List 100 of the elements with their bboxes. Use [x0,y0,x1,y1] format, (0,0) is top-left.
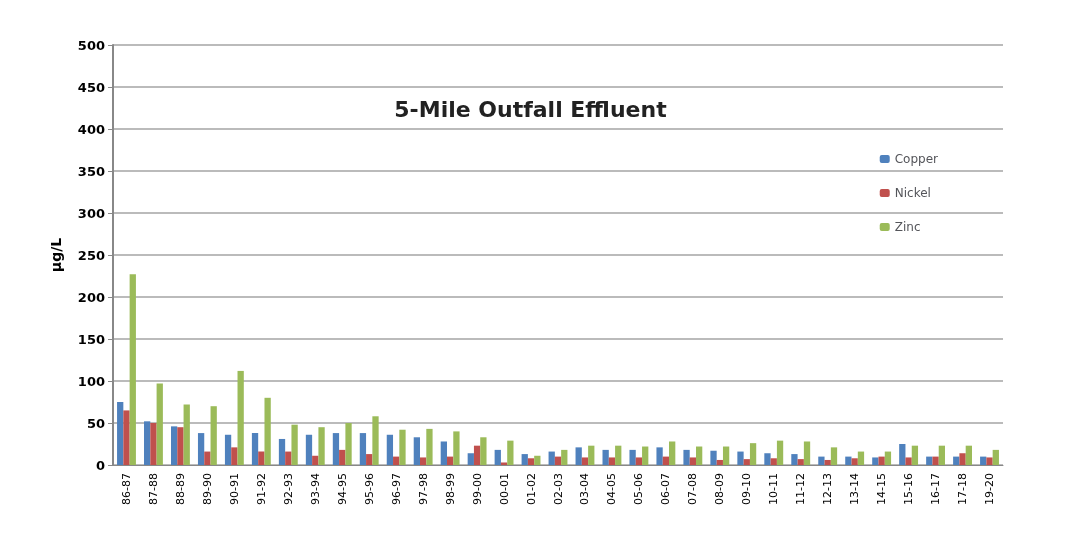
bar [413,437,421,465]
bar [278,438,286,465]
bar [851,458,858,465]
bar [764,453,771,465]
legend-label: Nickel [894,186,931,200]
bar [872,457,879,465]
bar [123,410,130,465]
bar [251,433,259,465]
bar [980,456,987,465]
bar [905,457,912,465]
x-tick-label: 90-91 [227,473,241,505]
bar [237,370,244,465]
bar [258,451,265,465]
bar [635,457,643,465]
y-tick-label: 200 [77,289,105,305]
bar [959,453,966,465]
x-tick-label: 02-03 [551,473,565,505]
bar [722,446,730,465]
bar [366,454,373,465]
x-tick-label: 03-04 [578,473,592,505]
bar [803,441,811,465]
bar [332,433,340,465]
bar [473,445,481,465]
x-tick-label: 87-88 [146,473,160,505]
bar [521,454,528,465]
x-tick-label: 88-89 [173,473,187,505]
bar [689,457,696,465]
y-tick-label: 450 [77,79,105,95]
bar [312,455,319,465]
x-tick-label: 96-97 [389,473,403,505]
bar [818,456,825,465]
bar [527,458,535,465]
bar [743,459,750,465]
y-tick-label: 50 [86,415,105,431]
bar [156,383,163,465]
x-tick-label: 94-95 [335,473,349,505]
bar [440,441,447,465]
bar [662,456,670,465]
bar [534,455,541,465]
bar [581,457,589,465]
bar [575,447,582,465]
bar [129,274,136,465]
bar [204,451,211,465]
bar [770,458,777,465]
text: 5-Mile Outfall Effluent [394,96,668,122]
x-tick-label: 99-00 [470,473,484,505]
bar [144,421,151,465]
bar [695,446,703,465]
x-tick-label: 17-18 [956,473,970,505]
bar [399,429,406,465]
bar [615,445,622,465]
x-tick-label: 97-98 [416,473,430,505]
bar [170,426,178,465]
x-tick-label: 06-07 [659,473,673,505]
y-tick-label: 250 [77,247,105,263]
bar [669,441,676,465]
bar [710,450,717,465]
x-tick-label: 13-14 [848,473,862,505]
bar [992,449,999,465]
x-tick-label: 89-90 [200,473,214,505]
x-tick-label: 12-13 [821,473,835,505]
bar [339,449,346,465]
bar [150,423,157,465]
bar [231,447,238,465]
bar [224,434,232,465]
y-axis-title: µg/L [48,237,64,273]
bar [386,434,394,465]
bar [965,445,972,465]
bar [608,457,616,465]
bar [467,453,474,465]
bar [588,445,595,465]
bar [117,402,124,465]
x-tick-label: 91-92 [254,473,268,505]
x-tick-label: 86-87 [119,473,133,505]
y-tick-label: 150 [77,331,105,347]
y-tick-label: 400 [77,121,105,137]
bar [426,428,433,465]
bar [507,440,514,465]
bar [372,416,379,465]
bar [656,447,663,465]
bar [548,451,555,465]
bar [938,445,946,465]
bar [285,451,292,465]
bar [629,449,636,465]
bar [737,451,744,465]
bar [797,459,804,465]
bar [183,404,190,465]
bar [716,459,723,465]
bar [791,454,798,465]
x-tick-label: 00-01 [497,473,511,505]
y-tick-label: 350 [77,163,105,179]
bar [446,456,454,465]
y-tick-label: 100 [77,373,105,389]
bar [197,433,205,465]
x-tick-label: 01-02 [524,473,538,505]
bar [177,427,184,465]
x-tick-label: 93-94 [308,473,322,505]
legend-label: Zinc [894,220,921,234]
x-tick-label: 08-09 [713,473,727,505]
bar [749,443,757,465]
